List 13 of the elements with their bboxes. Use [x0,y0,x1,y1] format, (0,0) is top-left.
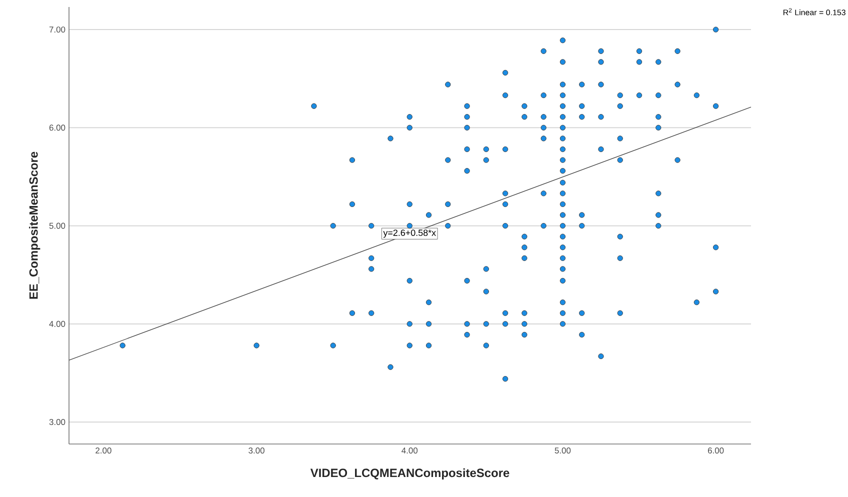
y-tick-label: 4.00 [49,320,66,327]
y-tick-label: 7.00 [49,26,66,33]
x-tick-label: 4.00 [402,448,418,454]
x-axis-title: VIDEO_LCQMEANCompositeScore [310,468,510,480]
x-tick-label: 2.00 [96,448,112,454]
x-tick-label: 3.00 [248,448,264,454]
annotation: y=2.6+0.58*x [383,230,436,238]
y-axis-title: EE_CompositeMeanScore [29,152,40,299]
y-tick-label: 3.00 [49,419,66,426]
y-tick-label: 5.00 [49,222,66,229]
x-tick-label: 6.00 [708,448,724,454]
y-tick-label: 6.00 [49,124,66,131]
x-tick-label: 5.00 [554,448,571,454]
